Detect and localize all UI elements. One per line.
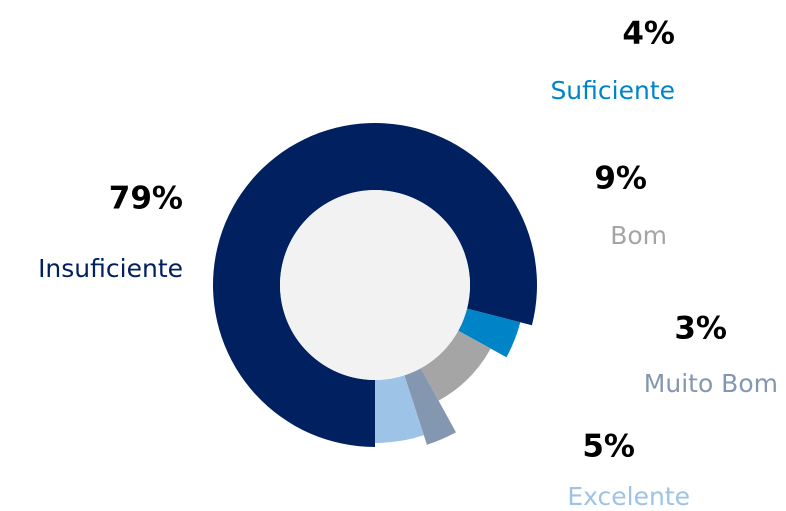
value-label: 4% [622,16,675,52]
category-label: Insuficiente [38,254,183,283]
category-label: Excelente [567,482,690,511]
pie-slice [375,375,424,444]
value-label: 79% [109,181,183,217]
category-label: Suficiente [550,76,675,105]
pie-slice [404,368,456,445]
donut-hole [280,190,470,380]
pie-slice [458,308,521,358]
pie-slice [213,122,537,448]
category-label: Bom [610,221,667,250]
value-label: 3% [674,311,727,347]
pie-slice [420,330,491,401]
category-label: Muito Bom [644,369,778,398]
value-label: 5% [582,429,635,465]
value-label: 9% [594,161,647,197]
